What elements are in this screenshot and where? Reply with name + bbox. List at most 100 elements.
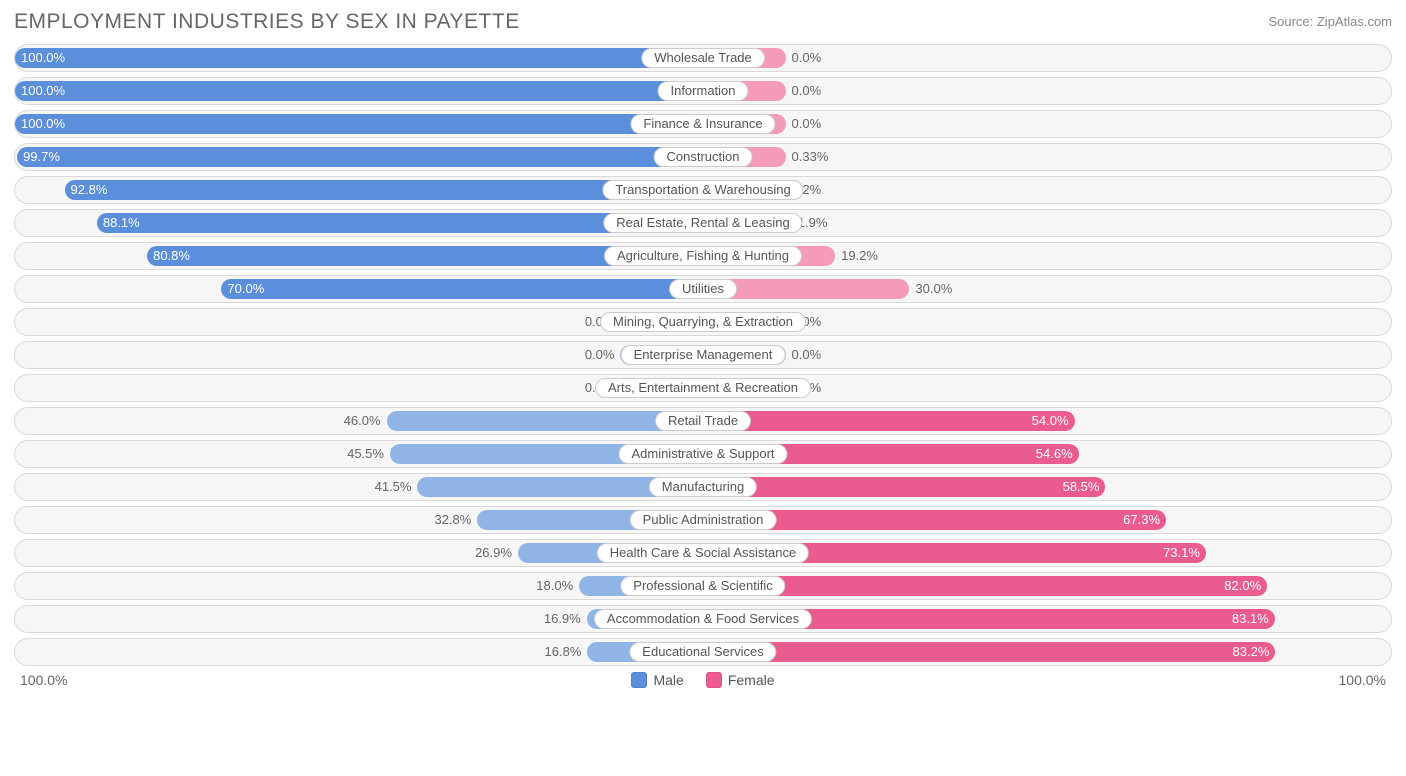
male-value: 26.9% — [469, 540, 518, 566]
chart-row: 45.5%54.6%Administrative & Support — [14, 440, 1392, 468]
category-label: Health Care & Social Assistance — [597, 543, 809, 563]
category-label: Wholesale Trade — [641, 48, 765, 68]
male-value: 41.5% — [369, 474, 418, 500]
chart-row: 26.9%73.1%Health Care & Social Assistanc… — [14, 539, 1392, 567]
female-value: 54.6% — [1030, 441, 1079, 467]
male-half: 41.5% — [15, 474, 703, 500]
female-bar — [703, 576, 1267, 596]
category-label: Real Estate, Rental & Leasing — [603, 213, 802, 233]
female-value: 0.0% — [786, 342, 828, 368]
category-label: Arts, Entertainment & Recreation — [595, 378, 811, 398]
female-bar — [703, 411, 1075, 431]
category-label: Retail Trade — [655, 411, 751, 431]
chart-row: 0.0%0.0%Mining, Quarrying, & Extraction — [14, 308, 1392, 336]
female-value: 58.5% — [1057, 474, 1106, 500]
female-value: 67.3% — [1117, 507, 1166, 533]
female-bar — [703, 642, 1275, 662]
female-half: 0.0% — [703, 78, 1391, 104]
male-value: 92.8% — [65, 177, 114, 203]
chart-row: 0.0%0.0%Arts, Entertainment & Recreation — [14, 374, 1392, 402]
legend: Male Female — [631, 672, 774, 688]
category-label: Construction — [654, 147, 753, 167]
male-value: 100.0% — [15, 78, 71, 104]
female-half: 83.2% — [703, 639, 1391, 665]
chart-row: 16.8% 83.2% Educational Services — [14, 638, 1392, 666]
female-half: 82.0% — [703, 573, 1391, 599]
category-label: Educational Services — [629, 642, 776, 662]
male-value: 0.0% — [579, 342, 621, 368]
male-half: 99.7% — [15, 144, 703, 170]
male-value: 18.0% — [530, 573, 579, 599]
category-label: Enterprise Management — [621, 345, 786, 365]
chart-row: 92.8% 7.2%Transportation & Warehousing — [14, 176, 1392, 204]
female-value: 83.2% — [1227, 639, 1276, 665]
chart-footer: 100.0% Male Female 100.0% — [14, 672, 1392, 688]
chart-header: EMPLOYMENT INDUSTRIES BY SEX IN PAYETTE … — [14, 10, 1392, 34]
chart-row: 32.8%67.3%Public Administration — [14, 506, 1392, 534]
chart-row: 70.0% 30.0% Utilities — [14, 275, 1392, 303]
category-label: Accommodation & Food Services — [594, 609, 812, 629]
female-value: 19.2% — [835, 243, 884, 269]
axis-right-label: 100.0% — [1339, 672, 1386, 688]
chart-row: 99.7% 0.33%Construction — [14, 143, 1392, 171]
female-value: 30.0% — [909, 276, 958, 302]
female-half: 19.2% — [703, 243, 1391, 269]
chart-row: 46.0% 54.0% Retail Trade — [14, 407, 1392, 435]
female-half: 7.2% — [703, 177, 1391, 203]
female-half: 11.9% — [703, 210, 1391, 236]
category-label: Professional & Scientific — [620, 576, 785, 596]
male-bar — [221, 279, 703, 299]
category-label: Finance & Insurance — [630, 114, 775, 134]
male-half: 88.1% — [15, 210, 703, 236]
female-half: 54.0% — [703, 408, 1391, 434]
chart-row: 16.9%83.1%Accommodation & Food Services — [14, 605, 1392, 633]
male-half: 100.0% — [15, 111, 703, 137]
male-value: 16.9% — [538, 606, 587, 632]
chart-row: 100.0% 0.0% Finance & Insurance — [14, 110, 1392, 138]
female-half: 0.0% — [703, 111, 1391, 137]
male-value: 70.0% — [221, 276, 270, 302]
male-value: 45.5% — [341, 441, 390, 467]
male-half: 0.0% — [15, 342, 703, 368]
category-label: Transportation & Warehousing — [602, 180, 803, 200]
chart-row: 100.0%0.0%Information — [14, 77, 1392, 105]
male-bar — [15, 81, 703, 101]
male-value: 46.0% — [338, 408, 387, 434]
male-half: 92.8% — [15, 177, 703, 203]
female-half: 30.0% — [703, 276, 1391, 302]
category-label: Utilities — [669, 279, 737, 299]
male-half: 100.0% — [15, 45, 703, 71]
male-half: 80.8% — [15, 243, 703, 269]
chart-row: 18.0% 82.0% Professional & Scientific — [14, 572, 1392, 600]
male-value: 88.1% — [97, 210, 146, 236]
chart-row: 41.5% 58.5% Manufacturing — [14, 473, 1392, 501]
male-value: 16.8% — [539, 639, 588, 665]
male-half: 32.8% — [15, 507, 703, 533]
female-half: 0.0% — [703, 342, 1391, 368]
female-value: 82.0% — [1218, 573, 1267, 599]
male-half: 70.0% — [15, 276, 703, 302]
male-half: 16.8% — [15, 639, 703, 665]
chart-row: 100.0%0.0%Wholesale Trade — [14, 44, 1392, 72]
male-bar — [15, 48, 703, 68]
category-label: Manufacturing — [649, 477, 757, 497]
female-value: 0.0% — [786, 78, 828, 104]
female-half: 0.0% — [703, 45, 1391, 71]
male-bar — [15, 114, 703, 134]
male-bar — [17, 147, 703, 167]
female-half: 0.33% — [703, 144, 1391, 170]
male-value: 32.8% — [428, 507, 477, 533]
female-swatch-icon — [706, 672, 722, 688]
female-half: 67.3% — [703, 507, 1391, 533]
female-value: 54.0% — [1026, 408, 1075, 434]
legend-female-label: Female — [728, 672, 775, 688]
male-half: 18.0% — [15, 573, 703, 599]
diverging-bar-chart: 100.0%0.0%Wholesale Trade100.0%0.0%Infor… — [14, 44, 1392, 666]
female-value: 0.0% — [786, 111, 828, 137]
chart-source: Source: ZipAtlas.com — [1268, 14, 1392, 29]
male-half: 46.0% — [15, 408, 703, 434]
category-label: Mining, Quarrying, & Extraction — [600, 312, 806, 332]
legend-male-label: Male — [653, 672, 683, 688]
chart-row: 80.8%19.2%Agriculture, Fishing & Hunting — [14, 242, 1392, 270]
male-value: 99.7% — [17, 144, 66, 170]
